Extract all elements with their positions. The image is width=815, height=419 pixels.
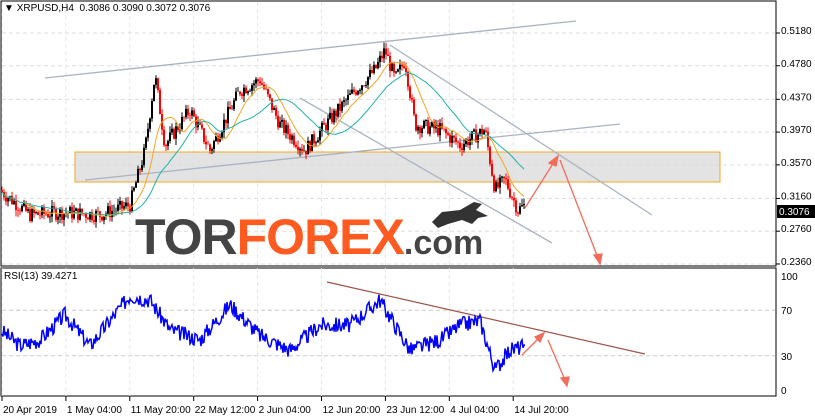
rsi-tick-label: 0 [781,386,787,397]
symbol-label: XRPUSD,H4 [16,3,74,14]
y-tick-label: 0.4780 [781,59,812,70]
x-tick-label: 12 Jun 20:00 [323,405,381,416]
chart-header: ▼ XRPUSD,H4 0.3086 0.3090 0.3072 0.3076 [4,3,211,14]
forecast-arrows [521,154,603,388]
watermark-logo: TORFOREX.com [135,209,484,265]
descending-line-2 [299,97,553,244]
rsi-tick-label: 100 [781,272,798,283]
rsi-arrow-down [547,339,566,381]
upper-channel-line [44,20,577,79]
rsi-axis: 100 70 30 0 [781,272,798,397]
lower-channel-line [84,123,621,181]
y-tick-label: 0.3970 [781,125,812,136]
rsi-arrow-up-head [533,331,546,344]
x-tick-label: 4 Jul 04:00 [450,405,499,416]
price-axis[interactable]: 0.5180 0.4780 0.4370 0.3970 0.3570 0.3160 0.27… [776,26,812,268]
rsi-line [1,294,525,374]
time-axis[interactable]: 20 Apr 2019 1 May 04:00 11 May 20:00 22 May… [1,396,569,416]
x-tick-label: 14 Jul 20:00 [514,405,569,416]
rsi-trendline [326,281,646,355]
arrow-up [524,161,555,209]
candles [1,42,525,228]
x-tick-label: 22 May 12:00 [195,405,256,416]
arrow-down-head [592,253,603,266]
y-tick-label: 0.4370 [781,92,812,103]
y-tick-label: 0.5180 [781,26,812,37]
rsi-header: RSI(13) 39.4271 [4,271,78,282]
x-tick-label: 11 May 20:00 [131,405,191,416]
descending-line-1 [389,44,653,216]
bull-logo [432,202,488,228]
rsi-panel-border [0,267,777,397]
y-tick-label: 0.2760 [781,224,812,235]
trendlines [44,20,653,244]
y-tick-label: 0.3160 [781,191,812,202]
y-tick-label: 0.3570 [781,158,812,169]
support-zone [74,151,721,183]
rsi-arrow-up [521,336,541,356]
x-tick-label: 20 Apr 2019 [3,405,57,416]
x-tick-label: 23 Jun 12:00 [386,405,444,416]
x-tick-label: 1 May 04:00 [67,405,122,416]
rsi-arrow-down-head [559,376,570,388]
rsi-tick-label: 30 [781,352,793,363]
y-tick-label: 0.2360 [781,257,812,268]
ma-slow-line [1,72,525,216]
arrow-up-head [547,154,559,167]
current-price-label: 0.3076 [779,207,810,218]
current-price-badge [777,205,815,218]
x-tick-label: 2 Jun 04:00 [259,405,312,416]
arrow-down [559,159,599,259]
rsi-tick-label: 70 [781,306,793,317]
ohlc-values: 0.3086 0.3090 0.3072 0.3076 [79,3,211,14]
price-panel-border [0,0,777,267]
